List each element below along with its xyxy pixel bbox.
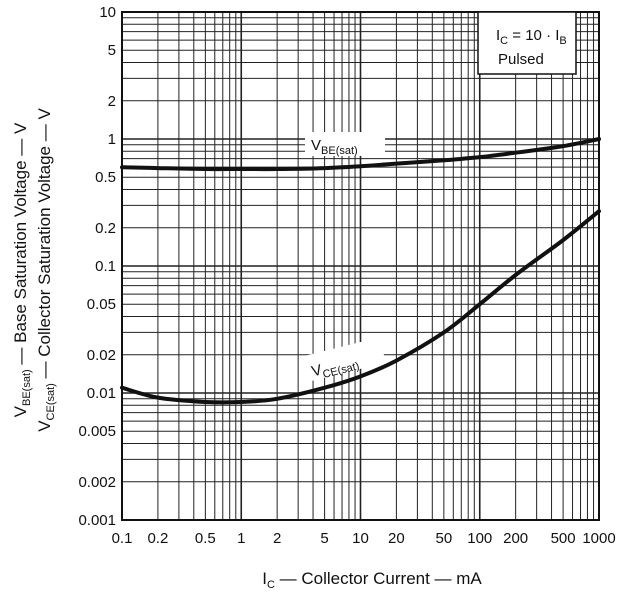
y-tick-label: 0.5 xyxy=(95,169,116,186)
y-tick-label: 0.02 xyxy=(87,347,116,364)
x-tick-label: 10 xyxy=(352,530,369,547)
y-title-2-main: V xyxy=(35,420,54,432)
condition-line-2: Pulsed xyxy=(498,51,544,68)
condition-ic-sub: C xyxy=(500,35,508,47)
condition-ib-sub: B xyxy=(559,35,566,47)
x-title-main: I xyxy=(262,569,267,588)
x-tick-label: 0.5 xyxy=(195,530,216,547)
y-tick-label: 2 xyxy=(108,93,116,110)
x-axis-title: IC — Collector Current — mA xyxy=(262,569,482,591)
x-tick-label: 20 xyxy=(388,530,405,547)
y-tick-label: 0.002 xyxy=(78,474,116,491)
y-title-1-main: V xyxy=(11,405,30,417)
vbe-label-main: V xyxy=(311,137,321,154)
condition-ic-main: I xyxy=(496,27,500,44)
y-tick-label: 0.2 xyxy=(95,220,116,237)
y-title-1-sub: BE(sat) xyxy=(21,369,33,406)
x-tick-label: 100 xyxy=(467,530,492,547)
y-title-2-rest: — Collector Saturation Voltage — V xyxy=(35,108,54,384)
x-tick-label: 1000 xyxy=(582,530,615,547)
y-axis-title-1: VBE(sat) — Base Saturation Voltage — V xyxy=(11,122,33,417)
y-tick-labels: 0.001 0.002 0.005 0.01 0.02 0.05 0.1 0.2 0.5 1 2 5 1… xyxy=(78,4,116,529)
x-title-sub: C xyxy=(267,579,275,591)
x-tick-label: 50 xyxy=(436,530,453,547)
x-tick-labels: 0.1 0.2 0.5 1 2 5 10 20 50 100 200 500 1000 xyxy=(112,530,616,547)
y-tick-label: 1 xyxy=(108,131,116,148)
condition-box xyxy=(477,11,577,75)
vbe-label-background xyxy=(305,132,385,156)
plot-frame xyxy=(121,11,600,521)
x-tick-label: 0.2 xyxy=(147,530,168,547)
y-tick-label: 0.05 xyxy=(87,296,116,313)
y-tick-label: 0.005 xyxy=(78,423,116,440)
condition-line-1: IC = 10 · IB xyxy=(496,27,567,47)
y-title-1-rest: — Base Saturation Voltage — V xyxy=(11,122,30,369)
x-tick-label: 0.1 xyxy=(112,530,133,547)
x-tick-label: 200 xyxy=(503,530,528,547)
y-tick-label: 10 xyxy=(99,4,116,21)
series-line-vbe-sat xyxy=(120,137,601,172)
series-line-vce-sat xyxy=(120,209,601,405)
vce-label-background xyxy=(303,337,386,382)
vbe-label-sub: BE(sat) xyxy=(321,145,358,157)
x-tick-label: 1 xyxy=(237,530,245,547)
vce-label-main: V xyxy=(310,362,324,381)
series-group xyxy=(120,137,601,405)
y-tick-label: 0.1 xyxy=(95,258,116,275)
y-title-2-sub: CE(sat) xyxy=(45,383,57,420)
x-title-rest: — Collector Current — mA xyxy=(275,569,483,588)
x-tick-label: 2 xyxy=(273,530,281,547)
series-label-vbe: VBE(sat) xyxy=(311,137,358,157)
y-axis-title-2: VCE(sat) — Collector Saturation Voltage … xyxy=(35,108,57,432)
x-tick-label: 500 xyxy=(551,530,576,547)
y-tick-label: 0.01 xyxy=(87,385,116,402)
grid xyxy=(122,12,599,520)
y-tick-label: 5 xyxy=(108,42,116,59)
condition-mid: = 10 · I xyxy=(508,27,559,44)
x-tick-label: 5 xyxy=(320,530,328,547)
y-tick-label: 0.001 xyxy=(78,512,116,529)
